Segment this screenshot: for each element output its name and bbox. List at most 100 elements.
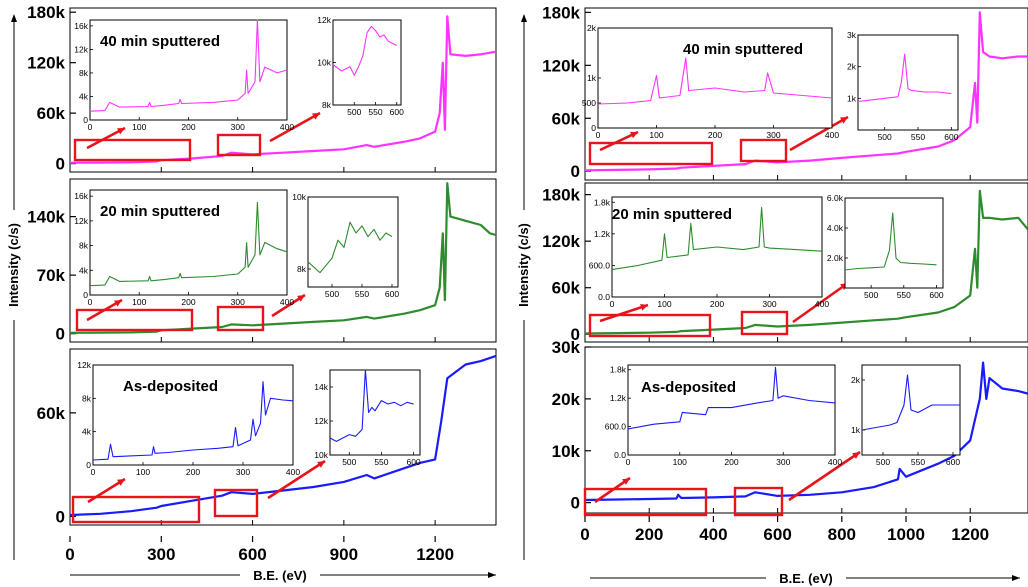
inset-x-tick-label: 600	[929, 290, 943, 300]
y-tick-label: 120k	[27, 54, 65, 73]
inset-y-tick-label: 0.0	[598, 292, 610, 302]
y-tick-label: 10k	[552, 442, 581, 461]
inset-y-tick-label: 12k	[314, 416, 328, 426]
inset-spectrum-line	[627, 366, 836, 430]
y-tick-label: 0	[56, 507, 65, 526]
spectrum-line	[584, 189, 1028, 335]
inset-x-tick-label: 200	[186, 467, 200, 477]
inset-x-tick-label: 600	[390, 107, 404, 117]
y-tick-label: 0	[56, 155, 65, 174]
inset-y-tick-label: 2k	[851, 375, 861, 385]
inset-x-tick-label: 400	[828, 457, 842, 467]
inset-y-tick-label: 600.0	[589, 260, 611, 270]
inset-spectrum-line	[89, 201, 288, 287]
inset-x-tick-label: 100	[132, 297, 146, 307]
inset-x-tick-label: 500	[878, 132, 892, 142]
y-tick-label: 30k	[552, 338, 581, 357]
inset-y-tick-label: 1.2k	[594, 229, 611, 239]
inset-x-tick-label: 550	[355, 289, 369, 299]
inset-x-tick-label: 0	[91, 467, 96, 477]
inset-x-tick-label: 0	[596, 130, 601, 140]
inset-y-tick-label: 0	[591, 123, 596, 133]
zoom-region-box	[740, 310, 789, 336]
inset-y-tick-label: 2.0k	[827, 253, 844, 263]
inset-x-tick-label: 100	[673, 457, 687, 467]
panel-title: 20 min sputtered	[100, 203, 220, 220]
y-tick-label: 140k	[27, 208, 65, 227]
zoom-region-box	[216, 305, 265, 332]
inset-x-tick-label: 550	[368, 107, 382, 117]
y-tick-label: 0	[56, 325, 65, 344]
x-tick-label: 0	[65, 545, 74, 564]
inset-x-tick-label: 400	[825, 130, 839, 140]
zoom-arrow-head	[840, 117, 848, 124]
inset-y-tick-label: 12k	[74, 44, 88, 54]
inset-y-tick-label: 500	[582, 98, 596, 108]
inset-x-tick-label: 600	[944, 132, 958, 142]
y-tick-label: 0	[571, 494, 580, 513]
panel-title: 40 min sputtered	[100, 33, 220, 50]
inset-x-tick-label: 300	[231, 297, 245, 307]
panel-title: 20 min sputtered	[612, 206, 732, 223]
inset-x-tick-label: 500	[876, 457, 890, 467]
inset-x-tick-label: 400	[286, 467, 300, 477]
y-axis-title: Intensity (c/s)	[6, 223, 21, 307]
y-tick-label: 120k	[542, 232, 580, 251]
y-tick-label: 180k	[542, 186, 580, 205]
inset-plot: 0 100 200 300 400 12k 8k 4k 0 As-deposited	[77, 360, 300, 477]
x-tick-label: 200	[635, 525, 663, 544]
inset-x-tick-label: 500	[325, 289, 339, 299]
zoom-region-box	[739, 138, 788, 163]
inset-y-tick-label: 10k	[317, 58, 331, 68]
inset-x-tick-label: 200	[724, 457, 738, 467]
inset-x-tick-label: 600	[385, 289, 399, 299]
x-tick-label: 800	[828, 525, 856, 544]
inset-y-tick-label: 16k	[74, 21, 88, 31]
inset-x-tick-label: 500	[347, 107, 361, 117]
zoom-arrow-head	[117, 479, 125, 486]
panel-frame	[69, 178, 497, 343]
inset-x-tick-label: 300	[766, 130, 780, 140]
inset-spectrum-line	[332, 25, 398, 76]
zoom-region-box	[73, 138, 192, 162]
panel-title: As-deposited	[123, 378, 218, 395]
zoom-region-box	[216, 133, 262, 157]
inset-spectrum-line	[861, 374, 960, 431]
inset-x-tick-label: 550	[911, 132, 925, 142]
inset-frame	[307, 196, 399, 288]
inset-plot: 0 100 200 300 400 1.8k 1.2k 600.0 0.0 As-deposite…	[605, 364, 842, 467]
inset-frame	[857, 34, 959, 131]
inset-y-tick-label: 4k	[82, 427, 92, 437]
y-tick-label: 120k	[542, 56, 580, 75]
y-tick-label: 60k	[552, 279, 581, 298]
inset-x-tick-label: 500	[864, 290, 878, 300]
inset-y-tick-label: 8k	[322, 100, 332, 110]
y-tick-label: 0	[571, 162, 580, 181]
inset-frame	[92, 364, 294, 466]
x-tick-label: 400	[699, 525, 727, 544]
zoom-arrow	[792, 281, 849, 324]
inset-spectrum-line	[89, 19, 288, 112]
inset-x-tick-label: 550	[374, 457, 388, 467]
panel-frame	[584, 7, 1028, 181]
zoom-arrow-head	[640, 304, 648, 311]
inset-y-tick-label: 2k	[847, 62, 857, 72]
inset-y-tick-label: 1.8k	[594, 197, 611, 207]
inset-y-tick-label: 0	[83, 115, 88, 125]
inset-y-tick-label: 6.0k	[827, 193, 844, 203]
inset-spectrum-line	[307, 221, 393, 274]
zoom-arrow	[788, 450, 861, 502]
inset-y-tick-label: 4.0k	[827, 223, 844, 233]
y-tick-label: 180k	[542, 3, 580, 22]
x-tick-label: 0	[580, 525, 589, 544]
zoom-arrow	[267, 459, 326, 500]
inset-y-tick-label: 14k	[314, 382, 328, 392]
inset-y-tick-label: 4k	[79, 265, 89, 275]
inset-y-tick-label: 12k	[74, 216, 88, 226]
inset-spectrum-line	[611, 206, 823, 271]
y-tick-label: 20k	[552, 390, 581, 409]
